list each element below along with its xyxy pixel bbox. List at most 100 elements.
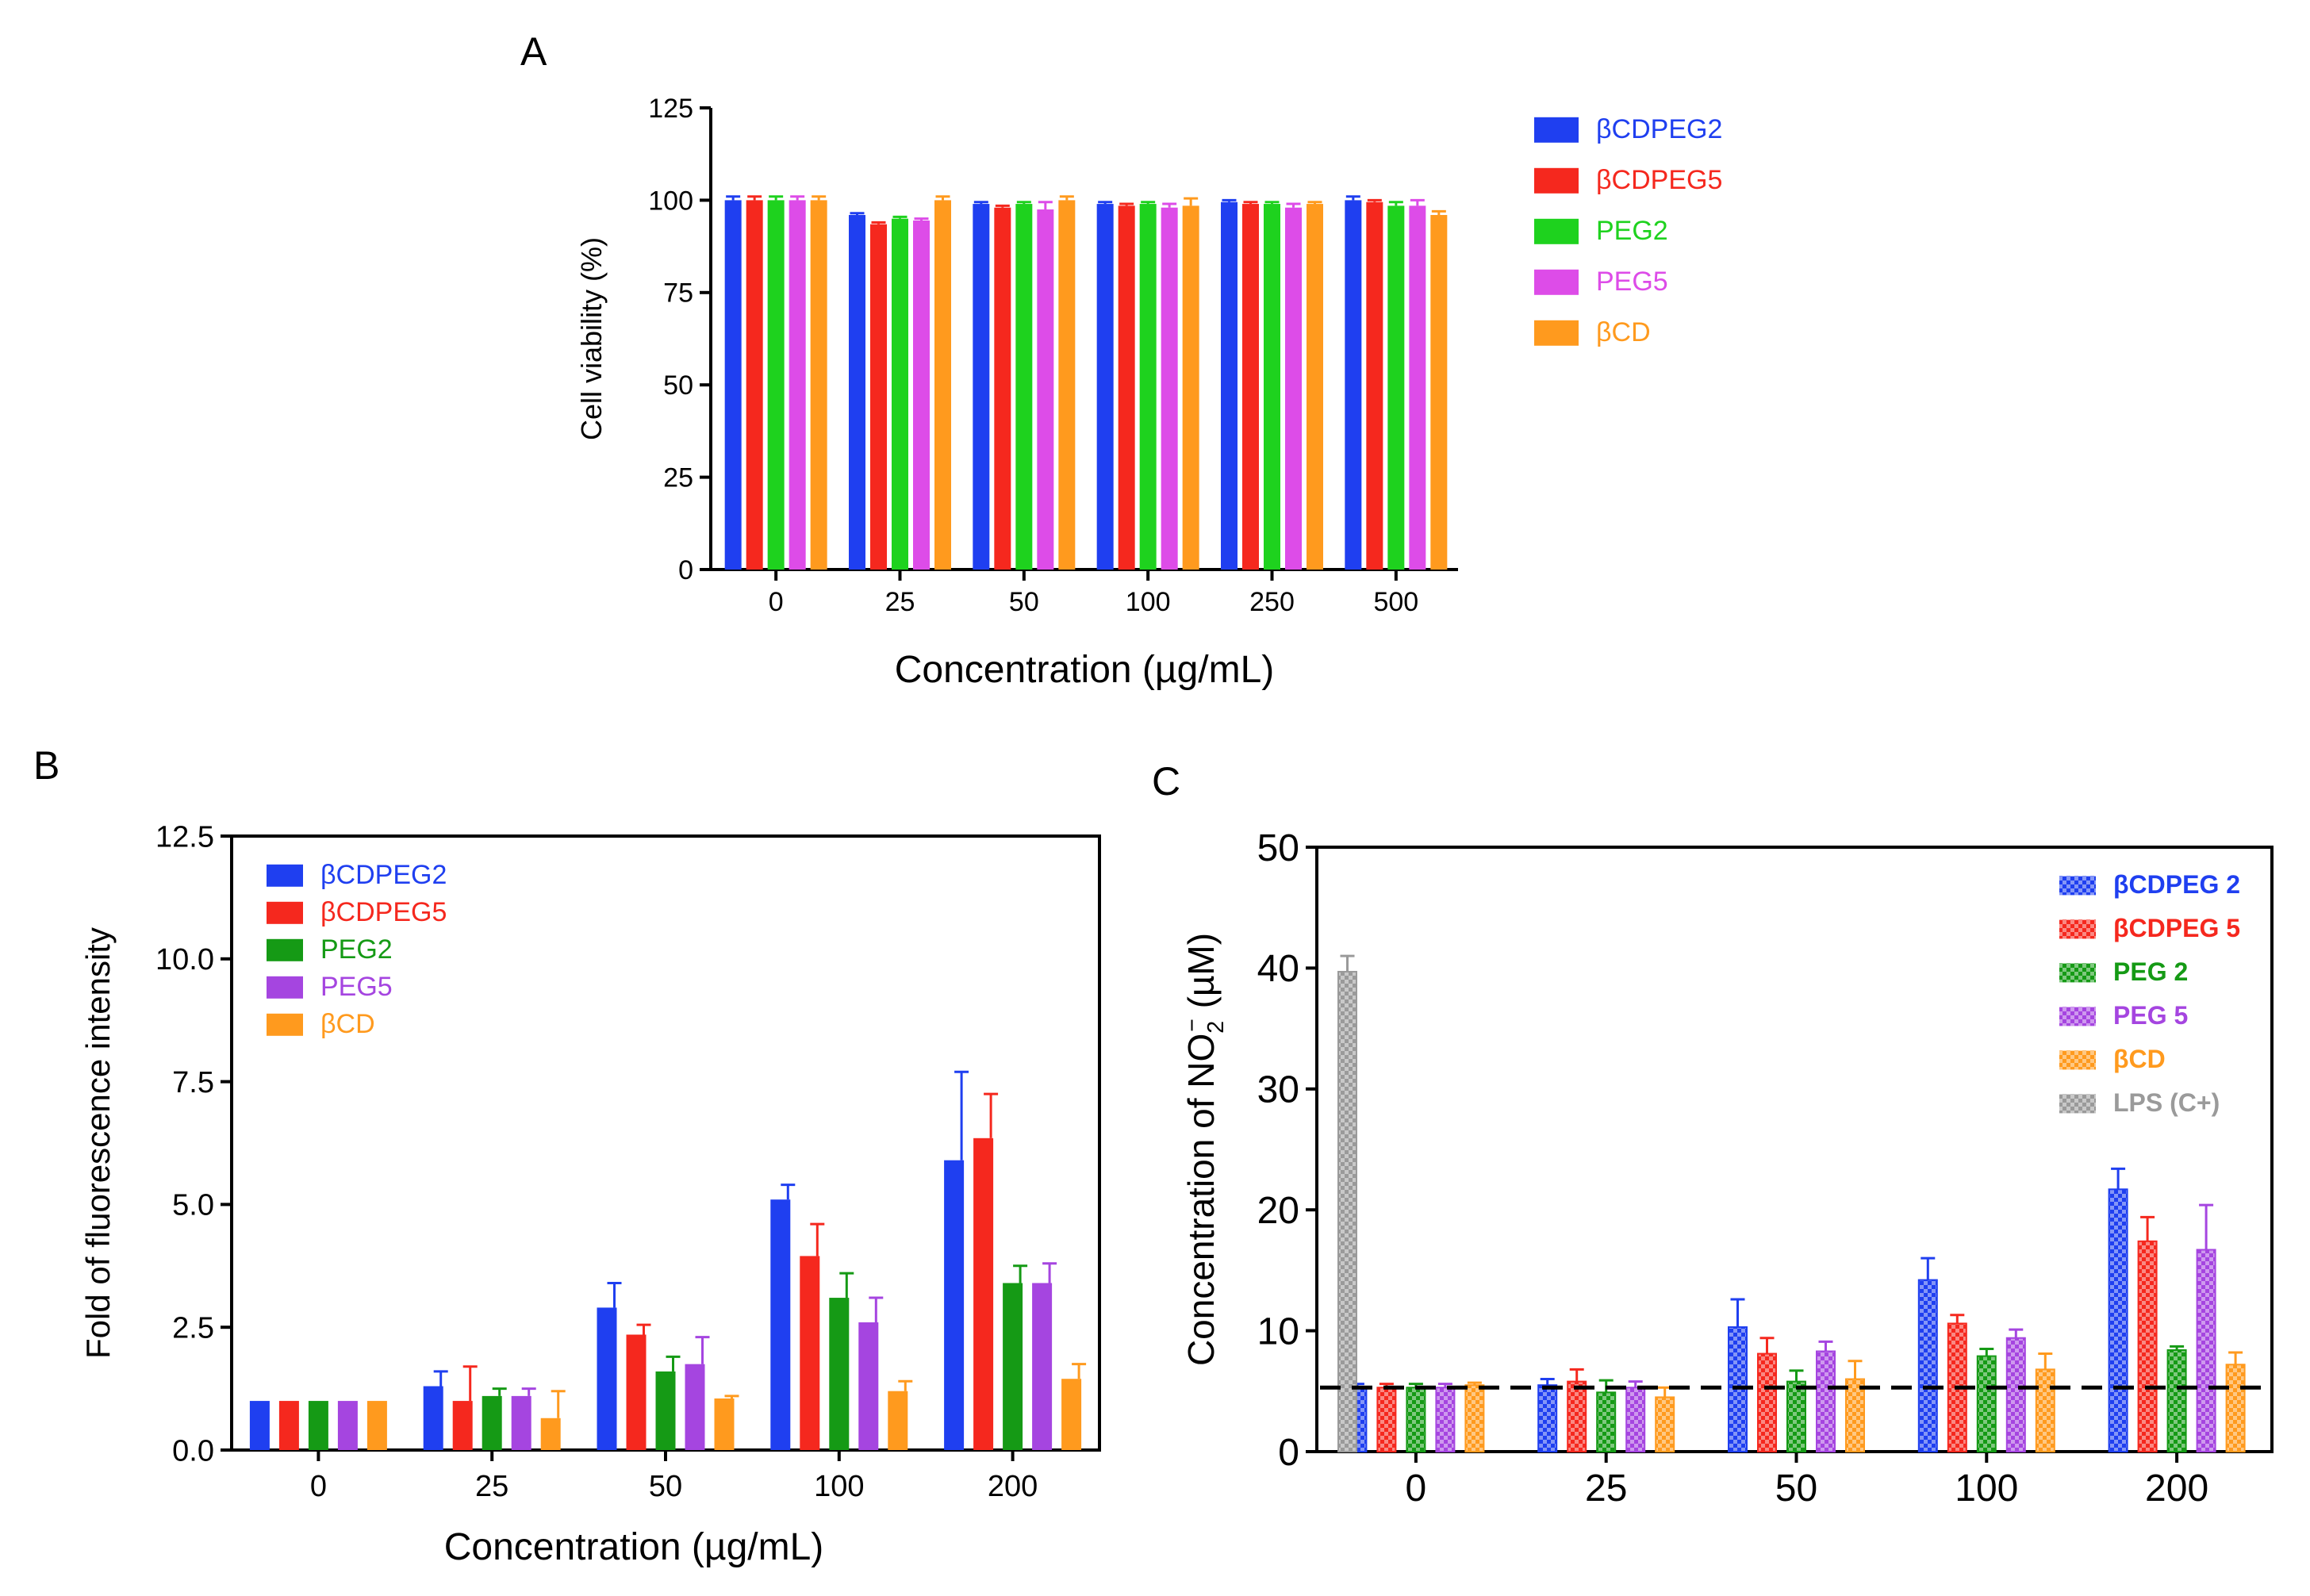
panel-b-bar [655, 1371, 676, 1450]
panel-b-legend-swatch [267, 976, 303, 999]
panel-c-bar-pattern [1758, 1353, 1776, 1452]
panel-a-bar [1161, 207, 1178, 570]
panel-b-bar [888, 1391, 908, 1450]
panel-c-bar-pattern [1656, 1397, 1675, 1452]
panel-c-legend-swatch-pattern [2059, 1050, 2096, 1070]
panel-b-legend-label: βCDPEG5 [320, 897, 447, 927]
panel-c-bar-pattern [1787, 1381, 1805, 1452]
panel-b-plot-frame [230, 834, 1101, 1452]
panel-a-y-tick-label: 50 [663, 370, 693, 401]
panel-a-legend-label: PEG5 [1596, 267, 1668, 297]
panel-a-legend-label: βCDPEG2 [1596, 114, 1722, 144]
panel-c-chart: 0 10 20 30 40 50 0 25 50 100 200 Concentration of N… [1180, 827, 2274, 1510]
panel-c-bar-pattern [2226, 1364, 2245, 1452]
panel-c-y-tick-label: 10 [1257, 1310, 1299, 1352]
panel-b-x-axis-title: Concentration (µg/mL) [444, 1526, 824, 1568]
panel-a-bar [810, 200, 827, 570]
panel-b-bar [1003, 1283, 1023, 1450]
panel-b-bar [308, 1401, 328, 1450]
panel-a-chart: 0 25 50 75 100 125 0 25 50 100 250 500 Concentration… [575, 94, 1722, 691]
panel-c-bar-pattern [1977, 1356, 1996, 1452]
panel-label-a: A [520, 29, 547, 74]
panel-b-bar [714, 1398, 735, 1450]
panel-c-bar-pattern [1626, 1387, 1645, 1452]
panel-c-x-tick-label: 25 [1585, 1467, 1627, 1510]
panel-a-bar [1307, 204, 1323, 570]
panel-c-legend-label: βCDPEG 2 [2113, 870, 2240, 899]
panel-c-bar-pattern [1846, 1379, 1864, 1452]
panel-b-bar [249, 1401, 270, 1450]
panel-a-legend-swatch [1534, 269, 1579, 295]
panel-b-bar [1061, 1379, 1082, 1450]
panel-b-bar [278, 1401, 299, 1450]
panel-c-bar-pattern [1538, 1385, 1557, 1452]
panel-a-x-tick-label: 25 [885, 587, 915, 617]
panel-a-y-axis-title: Cell viability (%) [575, 237, 608, 440]
panel-b-x-tick-label: 100 [814, 1470, 864, 1503]
panel-c-legend-swatch-pattern [2059, 963, 2096, 983]
panel-b-y-tick-label: 7.5 [172, 1066, 214, 1099]
panel-b-bar [511, 1395, 531, 1450]
panel-c-x-tick-label: 200 [2145, 1467, 2208, 1510]
panel-b-legend-label: βCDPEG2 [320, 860, 447, 890]
panel-c-bar-pattern [1377, 1387, 1396, 1452]
panel-c-legend-label: LPS (C+) [2113, 1088, 2220, 1117]
panel-a-legend-label: βCDPEG5 [1596, 165, 1722, 195]
panel-c-legend-swatch-pattern [2059, 1094, 2096, 1114]
panel-b-y-tick-label: 5.0 [172, 1189, 214, 1222]
panel-b-bar [540, 1418, 561, 1450]
panel-b-y-tick-label: 10.0 [155, 943, 214, 976]
panel-c-bar-pattern [1918, 1279, 1937, 1452]
panel-a-bar [1285, 207, 1302, 570]
panel-a-legend-label: βCD [1596, 317, 1651, 347]
panel-b-bar [973, 1138, 994, 1450]
panel-b-x-tick-label: 25 [475, 1470, 508, 1503]
panel-c-legend-swatch-pattern [2059, 1007, 2096, 1026]
panel-a-bar [1182, 205, 1199, 570]
panel-a-legend-swatch [1534, 218, 1579, 244]
panel-c-legend-label: βCD [2113, 1045, 2166, 1073]
panel-c-legend-label: βCDPEG 5 [2113, 914, 2240, 942]
panel-a-bar [913, 221, 930, 570]
panel-c-legend-swatch-pattern [2059, 919, 2096, 939]
panel-b-bar [800, 1256, 820, 1450]
panel-c-y-tick-label: 0 [1278, 1432, 1299, 1474]
panel-b-bar [423, 1386, 443, 1450]
panel-a-bar [789, 200, 806, 570]
panel-c-x-tick-label: 50 [1775, 1467, 1817, 1510]
panel-b-bar [452, 1401, 473, 1450]
panel-c-y-axis-title: Concentration of NO2− (µM) [1180, 933, 1229, 1366]
panel-b-bar [366, 1401, 387, 1450]
panel-c-y-tick-label: 20 [1257, 1190, 1299, 1232]
panel-a-bar [849, 215, 865, 570]
panel-b-x-tick-label: 200 [988, 1470, 1038, 1503]
panel-b-legend-label: βCD [320, 1009, 375, 1039]
panel-c-x-tick-label: 100 [1955, 1467, 2018, 1510]
panel-a-bar [1118, 205, 1135, 570]
panel-c-bar-pattern [2006, 1337, 2025, 1452]
panel-a-y-tick-label: 0 [678, 555, 693, 585]
panel-c-x-tick-label: 0 [1406, 1467, 1427, 1510]
panel-b-legend-swatch [267, 938, 303, 961]
panel-a-bar [892, 218, 908, 570]
panel-b-bar [770, 1199, 791, 1450]
panel-a-bar [1058, 200, 1076, 570]
panel-a-bar [1096, 204, 1114, 570]
panel-a-legend-label: PEG2 [1596, 216, 1668, 246]
panel-a-bar [973, 204, 990, 570]
panel-b-legend-label: PEG2 [320, 934, 393, 965]
panel-a-bar [1264, 204, 1280, 570]
panel-b-y-tick-label: 12.5 [155, 820, 214, 854]
panel-c-bar-pattern [1465, 1385, 1484, 1452]
panel-c-bar-pattern [1568, 1381, 1587, 1452]
panel-b-legend-swatch [267, 1013, 303, 1036]
panel-a-bar [1387, 205, 1405, 570]
panel-a-x-axis-title: Concentration (µg/mL) [895, 649, 1275, 691]
panel-c-legend-label: PEG 2 [2113, 957, 2188, 986]
panel-a-x-tick-label: 50 [1009, 587, 1039, 617]
panel-a-x-tick-label: 500 [1373, 587, 1418, 617]
panel-a-x-tick-label: 0 [769, 587, 784, 617]
panel-b-bar [597, 1307, 617, 1450]
panel-a-bar [1221, 201, 1238, 570]
